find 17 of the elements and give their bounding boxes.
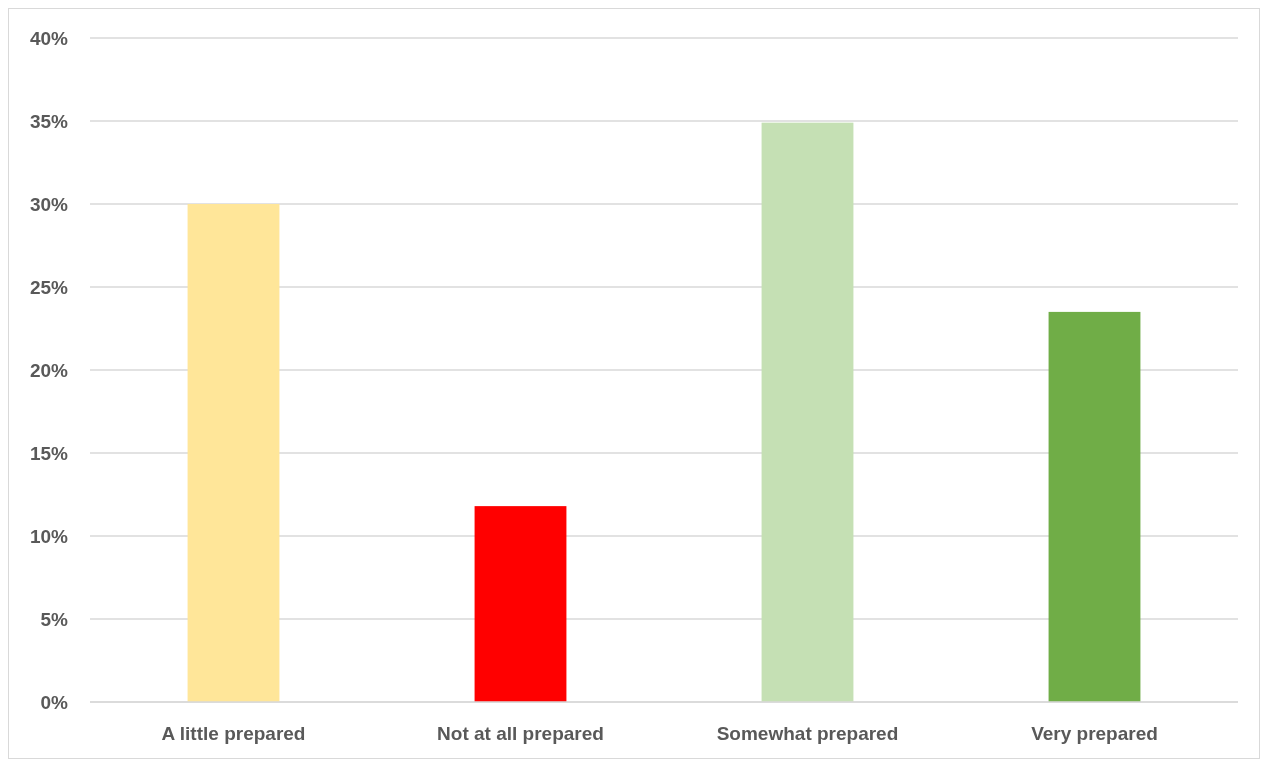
bar [1048, 311, 1141, 702]
y-tick-label: 5% [40, 608, 69, 630]
y-tick-label: 20% [29, 359, 69, 381]
x-tick-label: Very prepared [1031, 723, 1158, 744]
y-tick-label: 15% [29, 442, 69, 464]
y-tick-label: 40% [29, 27, 69, 49]
y-tick-label: 0% [40, 691, 69, 713]
x-tick-label: Somewhat prepared [716, 723, 899, 744]
y-tick-label: 35% [29, 110, 69, 132]
y-tick-label: 30% [29, 193, 69, 215]
x-tick-label: Not at all prepared [437, 723, 604, 744]
bar [761, 122, 854, 702]
y-tick-label: 25% [29, 276, 69, 298]
bar [187, 204, 280, 702]
bar [474, 506, 567, 702]
x-tick-label: A little prepared [161, 723, 306, 744]
y-tick-label: 10% [29, 525, 69, 547]
